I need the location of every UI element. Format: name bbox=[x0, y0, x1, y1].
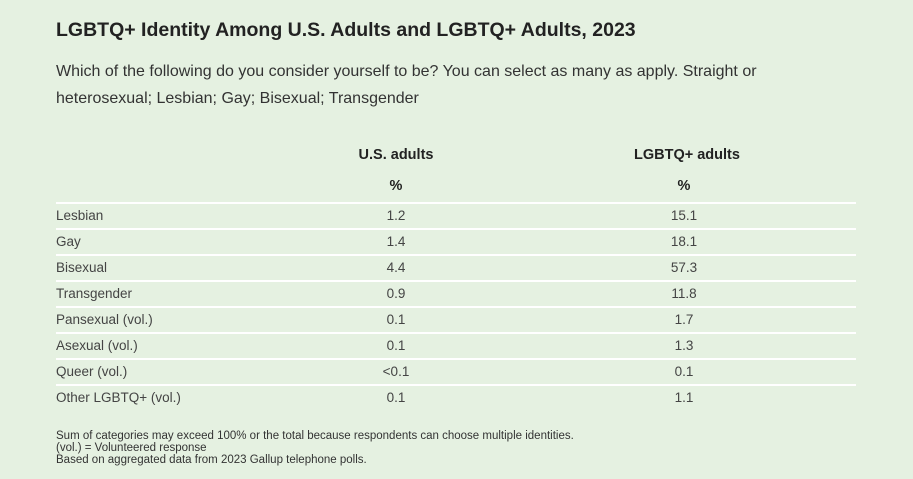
row-label: Queer (vol.) bbox=[56, 364, 128, 379]
table-body: Lesbian 1.2 15.1 Gay 1.4 18.1 Bisexual 4.4 57.3 T… bbox=[56, 202, 856, 410]
chart-subtitle: Which of the following do you consider y… bbox=[56, 63, 757, 107]
footnotes: Sum of categories may exceed 100% or the… bbox=[56, 430, 574, 466]
value-us-adults: <0.1 bbox=[382, 364, 410, 379]
table-row: Transgender 0.9 11.8 bbox=[56, 280, 856, 306]
column-header-lgbtq-adults: LGBTQ+ adults bbox=[634, 147, 740, 163]
footnote-source: Based on aggregated data from 2023 Gallu… bbox=[56, 454, 367, 466]
table-row: Gay 1.4 18.1 bbox=[56, 228, 856, 254]
value-lgbtq-adults: 18.1 bbox=[670, 234, 698, 249]
table-row: Other LGBTQ+ (vol.) 0.1 1.1 bbox=[56, 384, 856, 410]
value-lgbtq-adults: 0.1 bbox=[674, 364, 694, 379]
row-label: Gay bbox=[56, 234, 81, 249]
row-label: Bisexual bbox=[56, 260, 108, 275]
table-row: Asexual (vol.) 0.1 1.3 bbox=[56, 332, 856, 358]
value-us-adults: 4.4 bbox=[386, 260, 406, 275]
row-label: Lesbian bbox=[56, 208, 104, 223]
value-us-adults: 0.1 bbox=[386, 390, 406, 405]
value-us-adults: 1.2 bbox=[386, 208, 406, 223]
table-row: Queer (vol.) <0.1 0.1 bbox=[56, 358, 856, 384]
value-lgbtq-adults: 1.1 bbox=[674, 390, 694, 405]
value-us-adults: 1.4 bbox=[386, 234, 406, 249]
footnote-volunteered: (vol.) = Volunteered response bbox=[56, 442, 207, 454]
table-row: Bisexual 4.4 57.3 bbox=[56, 254, 856, 280]
column-unit-lgbtq-adults: % bbox=[677, 178, 691, 194]
row-label: Pansexual (vol.) bbox=[56, 312, 153, 327]
value-us-adults: 0.9 bbox=[386, 286, 406, 301]
row-label: Other LGBTQ+ (vol.) bbox=[56, 390, 181, 405]
value-us-adults: 0.1 bbox=[386, 312, 406, 327]
value-lgbtq-adults: 1.3 bbox=[674, 338, 694, 353]
value-lgbtq-adults: 15.1 bbox=[670, 208, 698, 223]
value-lgbtq-adults: 1.7 bbox=[674, 312, 694, 327]
row-label: Asexual (vol.) bbox=[56, 338, 138, 353]
value-us-adults: 0.1 bbox=[386, 338, 406, 353]
chart-title: LGBTQ+ Identity Among U.S. Adults and LG… bbox=[56, 19, 636, 41]
table-row: Lesbian 1.2 15.1 bbox=[56, 202, 856, 228]
footnote-sum: Sum of categories may exceed 100% or the… bbox=[56, 430, 574, 442]
value-lgbtq-adults: 11.8 bbox=[671, 286, 697, 301]
value-lgbtq-adults: 57.3 bbox=[670, 260, 698, 275]
row-label: Transgender bbox=[56, 286, 133, 301]
column-unit-us-adults: % bbox=[389, 178, 403, 194]
table-row: Pansexual (vol.) 0.1 1.7 bbox=[56, 306, 856, 332]
column-header-us-adults: U.S. adults bbox=[358, 147, 434, 163]
